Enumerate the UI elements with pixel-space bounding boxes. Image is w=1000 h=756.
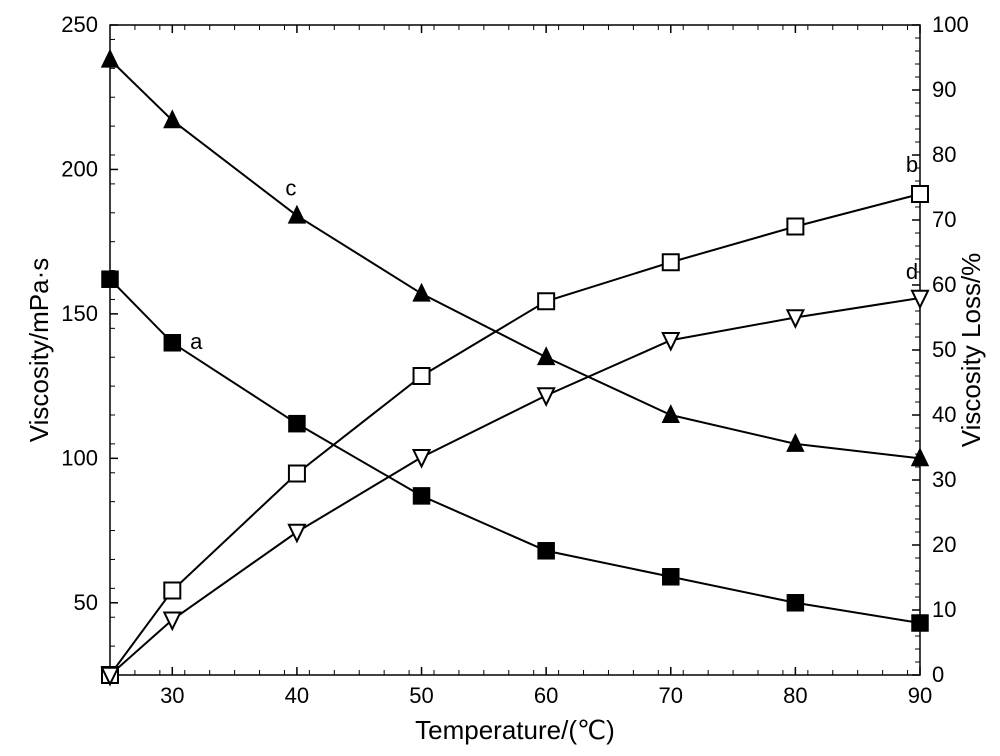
marker-square-open <box>663 254 679 270</box>
x-tick-label: 60 <box>534 683 558 708</box>
marker-square-open <box>414 368 430 384</box>
marker-square-open <box>912 186 928 202</box>
marker-square-filled <box>164 335 180 351</box>
y-left-tick-label: 200 <box>61 156 98 181</box>
y-right-tick-label: 60 <box>932 272 956 297</box>
marker-square-open <box>289 466 305 482</box>
x-tick-label: 80 <box>783 683 807 708</box>
y-right-tick-label: 10 <box>932 597 956 622</box>
marker-square-filled <box>538 543 554 559</box>
y-left-axis-label: Viscosity/mPa·s <box>24 258 54 442</box>
y-right-tick-label: 70 <box>932 207 956 232</box>
y-left-tick-label: 250 <box>61 12 98 37</box>
x-tick-label: 40 <box>285 683 309 708</box>
y-left-tick-label: 150 <box>61 301 98 326</box>
y-right-tick-label: 30 <box>932 467 956 492</box>
y-right-tick-label: 50 <box>932 337 956 362</box>
chart-container: 30405060708090Temperature/(℃)50100150200… <box>0 0 1000 756</box>
y-right-tick-label: 40 <box>932 402 956 427</box>
marker-square-filled <box>787 595 803 611</box>
series-label-b: b <box>906 152 918 177</box>
series-label-d: d <box>906 259 918 284</box>
marker-square-open <box>538 293 554 309</box>
x-axis-label: Temperature/(℃) <box>415 715 615 745</box>
y-left-tick-label: 100 <box>61 445 98 470</box>
x-tick-label: 50 <box>409 683 433 708</box>
x-tick-label: 30 <box>160 683 184 708</box>
x-tick-label: 70 <box>659 683 683 708</box>
marker-square-filled <box>289 416 305 432</box>
y-right-tick-label: 0 <box>932 662 944 687</box>
marker-square-filled <box>663 569 679 585</box>
marker-square-open <box>164 583 180 599</box>
series-label-c: c <box>285 176 296 201</box>
y-right-tick-label: 90 <box>932 77 956 102</box>
y-right-tick-label: 100 <box>932 12 969 37</box>
y-right-tick-label: 80 <box>932 142 956 167</box>
marker-square-filled <box>102 271 118 287</box>
x-tick-label: 90 <box>908 683 932 708</box>
y-left-tick-label: 50 <box>74 590 98 615</box>
chart-svg: 30405060708090Temperature/(℃)50100150200… <box>0 0 1000 756</box>
series-label-a: a <box>190 329 203 354</box>
marker-square-filled <box>414 488 430 504</box>
marker-square-open <box>787 219 803 235</box>
marker-square-filled <box>912 615 928 631</box>
y-right-tick-label: 20 <box>932 532 956 557</box>
y-right-axis-label: Viscosity Loss/% <box>956 253 986 448</box>
